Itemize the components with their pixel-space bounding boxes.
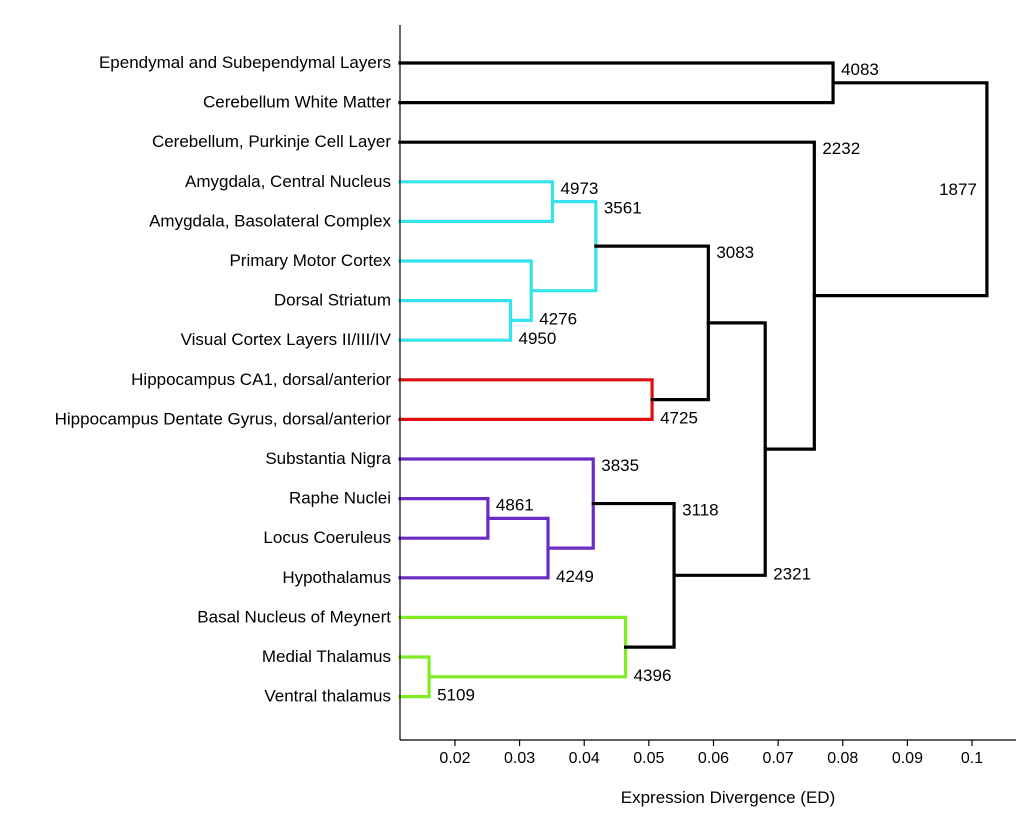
x-tick-label: 0.08 <box>827 750 858 767</box>
merge-label: 4083 <box>841 60 879 79</box>
merge-label: 3118 <box>682 501 719 520</box>
merge-label: 4950 <box>519 329 557 348</box>
dendrogram-link <box>529 200 598 293</box>
leaf-label: Substantia Nigra <box>265 449 391 468</box>
leaf-label: Cerebellum White Matter <box>203 93 391 112</box>
leaf-label: Hippocampus CA1, dorsal/anterior <box>131 370 391 389</box>
merge-label: 4276 <box>539 309 577 328</box>
dendrogram-link <box>398 378 654 421</box>
x-axis: 0.02 0.03 0.04 0.05 0.06 0.07 0.08 0.09 0.1 Expr… <box>399 25 1016 807</box>
dendrogram-link <box>398 516 550 580</box>
dendrogram-link <box>398 180 555 223</box>
leaf-label: Amygdala, Central Nucleus <box>185 172 391 191</box>
leaf-label: Locus Coeruleus <box>263 528 391 547</box>
x-tick-label: 0.09 <box>892 750 923 767</box>
x-tick-label: 0.1 <box>961 750 983 767</box>
leaf-label: Medial Thalamus <box>262 647 391 666</box>
merge-label: 4249 <box>556 567 594 586</box>
merge-label: 4396 <box>634 666 672 685</box>
leaf-label: Ventral thalamus <box>264 687 391 706</box>
dendrogram-link <box>591 501 676 649</box>
dendrogram-link <box>594 244 710 402</box>
x-tick-label: 0.02 <box>439 750 470 767</box>
leaf-label: Basal Nucleus of Meynert <box>197 607 391 626</box>
leaf-label: Raphe Nuclei <box>289 489 391 508</box>
dendrogram-link <box>398 299 513 342</box>
leaf-label: Cerebellum, Purkinje Cell Layer <box>152 132 391 151</box>
x-tick-label: 0.06 <box>698 750 729 767</box>
x-tick-label: 0.07 <box>763 750 794 767</box>
leaf-labels: Ependymal and Subependymal Layers Cerebel… <box>55 53 392 706</box>
x-tick-label: 0.05 <box>633 750 664 767</box>
merge-label: 4973 <box>561 179 599 198</box>
dendrogram-link <box>398 140 816 451</box>
x-ticks: 0.02 0.03 0.04 0.05 0.06 0.07 0.08 0.09 0.1 <box>439 740 983 767</box>
merge-label: 1877 <box>939 180 977 199</box>
merge-label: 4725 <box>660 408 698 427</box>
merge-label: 2232 <box>822 139 860 158</box>
merge-label: 5109 <box>437 686 475 705</box>
dendrogram-links <box>398 61 989 699</box>
merge-label: 2321 <box>773 564 811 583</box>
dendrogram-link <box>398 61 835 105</box>
leaf-label: Primary Motor Cortex <box>229 251 391 270</box>
dendrogram-link <box>672 321 767 577</box>
x-tick-label: 0.03 <box>504 750 535 767</box>
leaf-label: Ependymal and Subependymal Layers <box>99 53 391 72</box>
x-tick-label: 0.04 <box>569 750 600 767</box>
leaf-label: Dorsal Striatum <box>274 291 391 310</box>
leaf-label: Hippocampus Dentate Gyrus, dorsal/anteri… <box>55 409 392 428</box>
leaf-label: Hypothalamus <box>282 568 391 587</box>
dendrogram-link <box>398 497 490 540</box>
merge-label: 3835 <box>601 456 639 475</box>
leaf-label: Amygdala, Basolateral Complex <box>149 211 391 230</box>
merge-label: 3083 <box>716 243 754 262</box>
dendrogram-link <box>398 615 628 679</box>
leaf-label: Visual Cortex Layers II/III/IV <box>181 330 392 349</box>
merge-label: 3561 <box>604 199 642 218</box>
x-axis-title: Expression Divergence (ED) <box>621 788 835 807</box>
dendrogram-link <box>398 655 431 699</box>
merge-label: 4861 <box>496 496 534 515</box>
dendrogram-link <box>812 81 989 298</box>
